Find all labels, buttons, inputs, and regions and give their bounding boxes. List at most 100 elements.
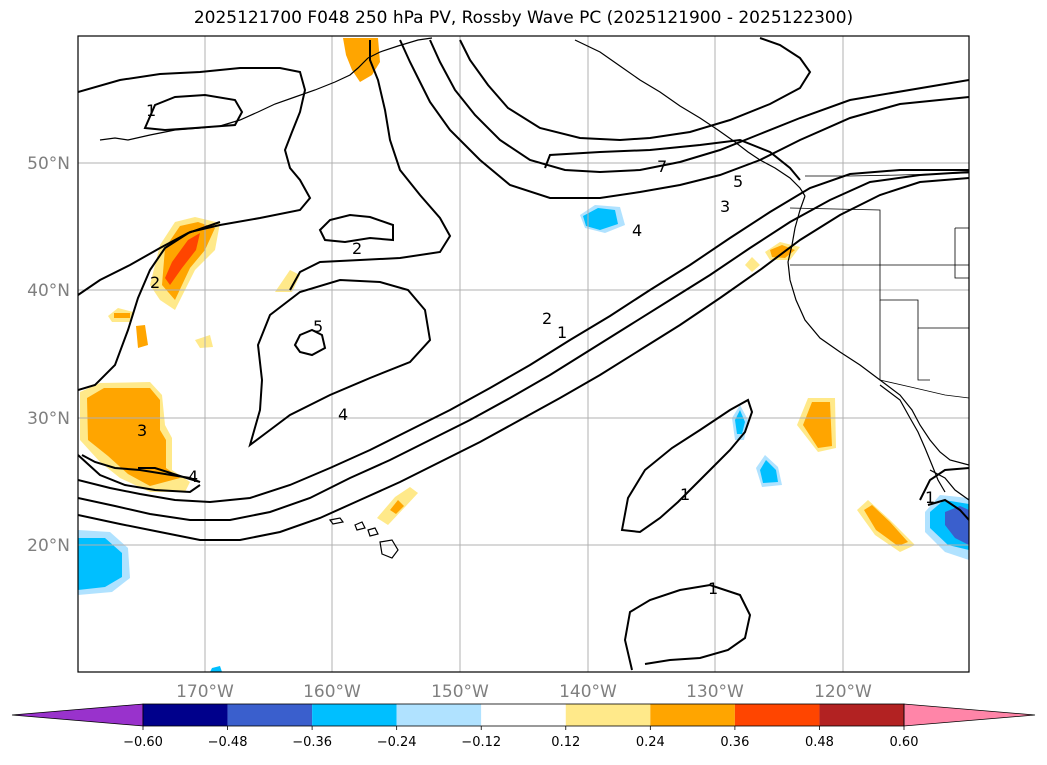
colorbar-tick-label: −0.12 xyxy=(461,735,501,750)
contour-line xyxy=(459,37,812,142)
colorbar-segment xyxy=(734,704,820,726)
contour-label: 7 xyxy=(657,157,667,176)
contour-line xyxy=(289,40,452,291)
lat-label: 20°N xyxy=(27,536,70,556)
anomaly-patch xyxy=(165,233,200,285)
anomaly-patch xyxy=(803,402,832,448)
contour-label: 1 xyxy=(557,323,567,342)
border-us-mexico xyxy=(879,379,969,399)
hawaii-island xyxy=(328,517,345,525)
pv-contours xyxy=(78,37,969,671)
anomaly-patch xyxy=(735,410,745,434)
contour-label: 1 xyxy=(708,579,718,598)
lon-label: 160°W xyxy=(303,682,361,702)
anomaly-patch xyxy=(745,257,760,272)
colorbar-tick-label: 0.12 xyxy=(551,735,580,750)
contour-line xyxy=(248,278,432,448)
contour-line xyxy=(78,177,969,541)
colorbar-segment xyxy=(650,704,735,726)
colorbar-segment xyxy=(396,704,482,726)
positive-anomaly-patches xyxy=(80,38,915,552)
anomaly-patch xyxy=(760,460,778,483)
contour-line xyxy=(143,93,244,132)
anomaly-patch xyxy=(87,388,180,486)
anomaly-patch xyxy=(275,270,300,292)
border-state xyxy=(879,265,969,329)
contour-label: 2 xyxy=(150,273,160,292)
contour-label: 1 xyxy=(925,488,935,507)
contour-line xyxy=(429,39,969,174)
contour-line xyxy=(318,213,394,244)
border-state xyxy=(917,328,930,381)
colorbar-segment xyxy=(481,704,566,726)
contour-line xyxy=(81,454,201,483)
anomaly-patch xyxy=(210,666,222,672)
contour-line xyxy=(620,398,754,534)
alaska-peninsula-coast xyxy=(99,57,369,141)
contour-label: 2 xyxy=(542,309,552,328)
lon-label: 120°W xyxy=(814,682,872,702)
contour-label: 4 xyxy=(632,221,642,240)
colorbar-extend-min xyxy=(11,703,144,727)
colorbar-segment xyxy=(819,704,904,726)
contour-line xyxy=(623,583,752,671)
contour-label: 5 xyxy=(313,317,323,336)
colorbar-tick-label: 0.24 xyxy=(636,735,665,750)
lat-label: 30°N xyxy=(27,409,70,429)
colorbar-tick-label: −0.48 xyxy=(208,735,248,750)
lat-label: 50°N xyxy=(27,154,70,174)
alaska-mainland-coast xyxy=(367,37,433,59)
contour-line xyxy=(78,171,969,521)
anomaly-patch xyxy=(945,506,969,545)
colorbar-segment xyxy=(143,704,228,726)
political-borders xyxy=(789,172,969,399)
contour-label: 3 xyxy=(720,197,730,216)
map-frame xyxy=(77,35,970,673)
contour-label: 5 xyxy=(733,172,743,191)
contour-line xyxy=(78,169,969,504)
colorbar-frame xyxy=(142,703,905,727)
contour-line xyxy=(78,67,312,391)
anomaly-patch xyxy=(136,325,148,348)
chart-title: 2025121700 F048 250 hPa PV, Rossby Wave … xyxy=(193,8,854,28)
contour-line xyxy=(78,454,201,494)
contour-line xyxy=(293,328,327,357)
contour-label: 1 xyxy=(680,485,690,504)
contour-label: 1 xyxy=(146,101,156,120)
anomaly-patch xyxy=(583,208,618,230)
lon-label: 140°W xyxy=(559,682,617,702)
contour-label: 3 xyxy=(137,421,147,440)
colorbar-tick-label: 0.36 xyxy=(720,735,749,750)
colorbar-segment xyxy=(312,704,397,726)
contour-labels: 1 2 2 3 4 5 4 7 5 3 4 2 1 1 1 1 xyxy=(137,101,935,598)
border-state xyxy=(789,207,881,265)
hawaii-island xyxy=(379,539,399,559)
colorbar-tick-label: −0.60 xyxy=(123,735,163,750)
map-area xyxy=(78,36,969,672)
negative-anomaly-patches xyxy=(78,205,969,672)
bc-coast xyxy=(574,39,806,197)
contour-line xyxy=(399,39,969,199)
latitude-labels: 50°N 40°N 30°N 20°N xyxy=(27,154,70,556)
lon-label: 150°W xyxy=(431,682,489,702)
colorbar-tick-label: −0.24 xyxy=(377,735,417,750)
anomaly-patch xyxy=(195,335,213,348)
anomaly-patch xyxy=(864,505,908,546)
colorbar-tick-label: −0.36 xyxy=(292,735,332,750)
contour-line xyxy=(544,138,801,181)
lat-label: 40°N xyxy=(27,281,70,301)
anomaly-patch xyxy=(78,538,122,590)
lon-label: 130°W xyxy=(686,682,744,702)
border-state xyxy=(954,227,969,279)
contour-label: 4 xyxy=(338,405,348,424)
contour-line xyxy=(919,467,969,501)
hawaii-island xyxy=(367,527,379,537)
colorbar: −0.60 −0.48 −0.36 −0.24 −0.12 0.12 0.24 0.36 0.4… xyxy=(11,703,1036,750)
hawaii-island xyxy=(354,521,366,531)
anomaly-patch xyxy=(390,500,404,514)
anomaly-patch xyxy=(114,313,130,318)
baja-coast xyxy=(879,384,946,493)
colorbar-tick-label: 0.60 xyxy=(890,735,919,750)
contour-line xyxy=(78,221,221,296)
